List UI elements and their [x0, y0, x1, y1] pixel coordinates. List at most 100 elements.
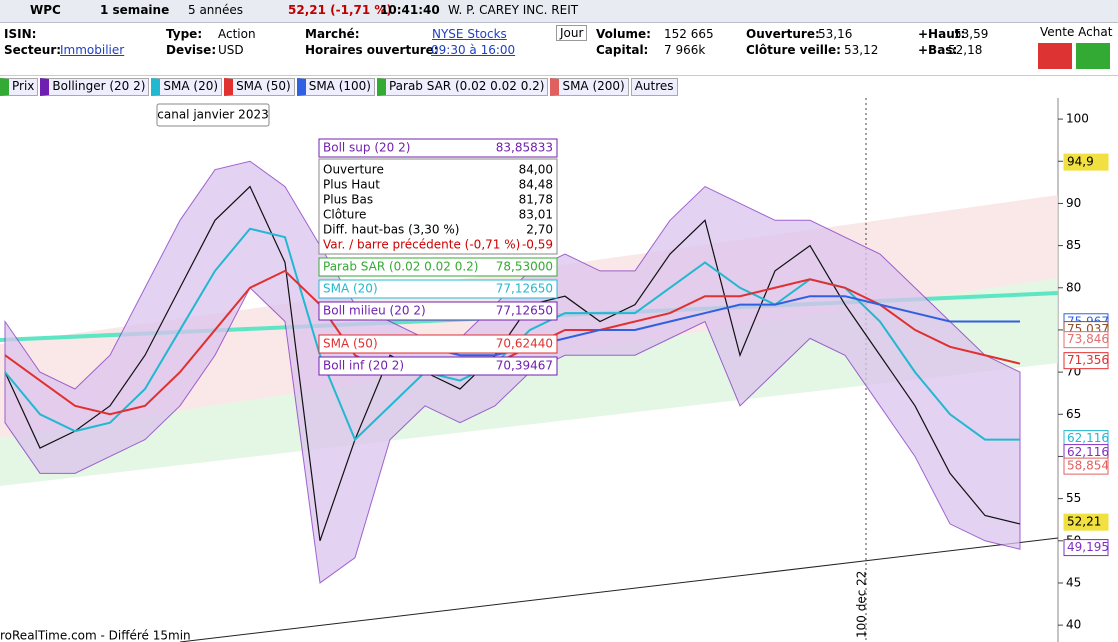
buy-button[interactable] [1076, 43, 1110, 69]
y-tick-label: 80 [1066, 280, 1081, 294]
info-label: +Haut: [918, 27, 966, 41]
symbol[interactable]: WPC [30, 3, 61, 17]
price-label-box [1063, 352, 1109, 370]
tooltip-value: 77,12650 [496, 304, 553, 318]
info-label: Marché: [305, 27, 360, 41]
annotation-box [156, 103, 270, 127]
info-label: ISIN: [4, 27, 37, 41]
info-value: Action [218, 27, 256, 41]
tooltip-value: 84,00 [519, 163, 553, 177]
info-value: 52,18 [948, 43, 983, 57]
tooltip-label: SMA (20) [323, 282, 378, 296]
info-value: 53,16 [818, 27, 853, 41]
info-panel: Jour Vente Achat ISIN: Secteur: Immobilier… [0, 23, 1118, 76]
y-tick-label: 65 [1066, 407, 1081, 421]
price-label: 94,9 [1067, 155, 1094, 169]
tooltip-value: 84,48 [519, 178, 553, 192]
chart: canal janvier 2023 100 dec 22 roRealTime… [0, 98, 1118, 642]
tooltip-value: 2,70 [526, 223, 553, 237]
toolbar-item[interactable]: SMA (200) [550, 78, 629, 96]
toolbar-item[interactable]: Bollinger (20 2) [40, 78, 150, 96]
toolbar-item[interactable]: SMA (50) [224, 78, 295, 96]
info-label: Ouverture: [746, 27, 820, 41]
support-line [179, 537, 1059, 642]
tooltip-label: Plus Bas [323, 193, 373, 207]
price-label-box [1063, 153, 1109, 171]
info-label: Capital: [596, 43, 649, 57]
tooltip-value: 77,12650 [496, 282, 553, 296]
tooltip-label: Boll milieu (20 2) [323, 304, 426, 318]
tooltip-label: Boll sup (20 2) [323, 141, 410, 155]
toolbar-item[interactable]: Prix [0, 78, 39, 96]
price-label: 58,854 [1067, 459, 1109, 473]
tooltip-label: Var. / barre précédente (-0,71 %) [323, 238, 520, 252]
tooltip-value: 78,53000 [496, 260, 553, 274]
price-label-box [1063, 457, 1109, 475]
toolbar-item[interactable]: SMA (20) [151, 78, 223, 96]
info-label: +Bas: [918, 43, 958, 57]
info-value: USD [218, 43, 244, 57]
y-tick-label: 40 [1066, 618, 1081, 632]
info-value: Immobilier [60, 43, 125, 57]
y-tick-label: 100 [1066, 112, 1089, 126]
price-label: 73,846 [1067, 332, 1109, 346]
top-bar: WPC 1 semaine 5 années 52,21 (-1,71 %) 1… [0, 0, 1118, 23]
tooltip-label: Ouverture [323, 163, 384, 177]
toolbar: Prix Bollinger (20 2) SMA (20) SMA (50) SMA … [0, 78, 678, 96]
price-label-box [1063, 539, 1109, 557]
info-label: Horaires ouverture: [305, 43, 439, 57]
tooltip-value: 83,01 [519, 208, 553, 222]
toolbar-item[interactable]: SMA (100) [296, 78, 375, 96]
tooltip-value: 70,62440 [496, 337, 553, 351]
price-label: 49,195 [1067, 540, 1109, 554]
trade[interactable]: Vente Achat [1040, 25, 1113, 39]
tooltip-box [318, 138, 558, 158]
info-value: 7 966k [664, 43, 706, 57]
toolbar-item[interactable]: Parab SAR (0.02 0.02 0.2) [376, 78, 549, 96]
info-value: 53,59 [954, 27, 989, 41]
y-tick-label: 45 [1066, 575, 1081, 589]
footer: roRealTime.com - Différé 15min [0, 629, 191, 642]
sell-button[interactable] [1038, 43, 1072, 69]
y-tick-label: 55 [1066, 491, 1081, 505]
series-line [4, 269, 1021, 416]
info-label: Type: [166, 27, 203, 41]
tooltip-value: 83,85833 [496, 141, 553, 155]
tooltip-box [318, 279, 558, 299]
range[interactable]: 5 années [188, 3, 244, 17]
price-label-box [1063, 513, 1109, 531]
price-label: 52,21 [1067, 515, 1101, 529]
info-label: Devise: [166, 43, 217, 57]
annotation: canal janvier 2023 [157, 108, 268, 122]
tooltip-value: -0,59 [522, 238, 553, 252]
tooltip-box [318, 257, 558, 277]
price-label: 62,116 [1067, 445, 1109, 459]
tooltip-box [318, 334, 558, 354]
change: 52,21 (-1,71 %) [288, 3, 392, 17]
info-label: Clôture veille: [746, 43, 841, 57]
time: 10:41:40 [380, 3, 440, 17]
info-value: NYSE Stocks [432, 27, 507, 41]
tooltip-box [318, 356, 558, 376]
toolbar-item[interactable]: Autres [630, 78, 678, 96]
series-line [389, 295, 1020, 357]
tooltip-value: 70,39467 [496, 359, 553, 373]
tooltip-bg [318, 158, 558, 255]
jour[interactable]: Jour [556, 25, 588, 41]
series-line [4, 185, 1021, 541]
info-label: Secteur: [4, 43, 62, 57]
date-marker: 100 dec 22 [855, 571, 869, 638]
price-label-box [1063, 331, 1109, 349]
tooltip-label: SMA (50) [323, 337, 378, 351]
tooltip-label: Boll inf (20 2) [323, 359, 404, 373]
price-label: 62,116 [1067, 431, 1109, 445]
tooltip-label: Diff. haut-bas (3,30 %) [323, 223, 459, 237]
price-label: 71,356 [1067, 353, 1109, 367]
info-value: 09:30 à 16:00 [431, 43, 516, 57]
info-value: 53,12 [844, 43, 879, 57]
period[interactable]: 1 semaine [100, 3, 170, 17]
company: W. P. CAREY INC. REIT [448, 3, 579, 17]
tooltip-label: Clôture [323, 208, 366, 222]
info-value: 152 665 [664, 27, 714, 41]
